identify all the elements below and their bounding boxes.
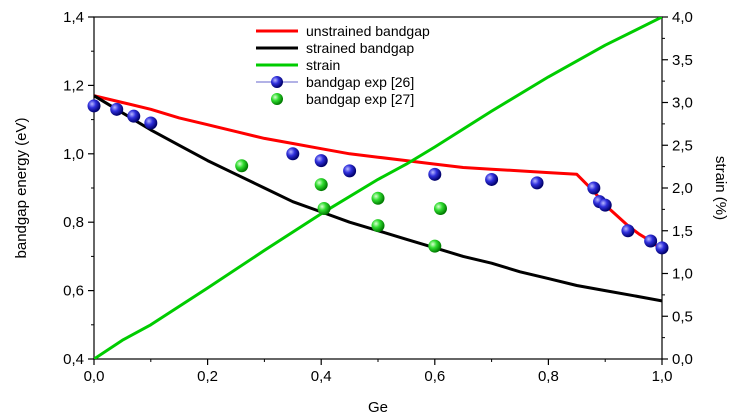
legend-label: strained bandgap [306,40,414,56]
y2-tick-label: 1,0 [672,266,693,283]
data-point [314,178,328,192]
y-tick-label: 0,6 [63,283,84,300]
y2-tick-label: 3,5 [672,52,693,69]
series-line-unstrained-bandgap [94,94,662,251]
data-point [371,219,385,233]
axis-ticks: 0,0 0,2 0,4 0,6 0,8 1,0 0,4 0,6 0,8 1,0 1,2 1,4 0,0 0… [63,9,693,385]
data-point [530,176,544,190]
data-point [110,102,124,116]
x-tick-label: 0,2 [197,368,218,385]
y2-tick-label: 2,0 [672,180,693,197]
y-tick-label: 1,2 [63,77,84,94]
x-tick-label: 0,8 [538,368,559,385]
legend-label: strain [306,57,340,73]
y2-tick-label: 0,0 [672,351,693,368]
legend-label: bandgap exp [27] [306,91,414,107]
x-tick-label: 0,0 [84,368,105,385]
data-point [127,109,141,123]
x-tick-label: 0,6 [424,368,445,385]
data-point [144,116,158,130]
series-line-strain [94,17,662,359]
data-point [286,147,300,161]
y-tick-label: 0,8 [63,214,84,231]
data-point [343,164,357,178]
points-layer [87,99,669,255]
data-point [314,154,328,168]
data-point [655,241,669,255]
legend-swatch-bandgap-exp-26- [271,76,283,88]
data-point [598,198,612,212]
x-tick-label: 0,4 [311,368,332,385]
data-point [371,191,385,205]
data-point [433,202,447,216]
x-axis-label: Ge [368,399,388,416]
data-point [485,172,499,186]
data-point [428,239,442,253]
x-tick-label: 1,0 [652,368,673,385]
data-point [587,181,601,195]
y2-tick-label: 0,5 [672,308,693,325]
legend-swatch-bandgap-exp-27- [271,93,283,105]
y-tick-label: 1,0 [63,146,84,163]
series-layer [94,17,662,359]
legend-label: bandgap exp [26] [306,74,414,90]
data-point [235,159,249,173]
data-point [317,202,331,216]
legend-label: unstrained bandgap [306,23,430,39]
y2-tick-label: 2,5 [672,137,693,154]
y2-tick-label: 3,0 [672,95,693,112]
data-point [644,234,658,248]
y-tick-label: 1,4 [63,9,84,26]
data-point [428,167,442,181]
y2-tick-label: 1,5 [672,223,693,240]
y-tick-label: 0,4 [63,351,84,368]
data-point [621,224,635,238]
y2-axis-label: strain (%) [712,156,729,220]
data-point [87,99,101,113]
y-axis-label: bandgap energy (eV) [13,118,30,259]
y2-tick-label: 4,0 [672,9,693,26]
